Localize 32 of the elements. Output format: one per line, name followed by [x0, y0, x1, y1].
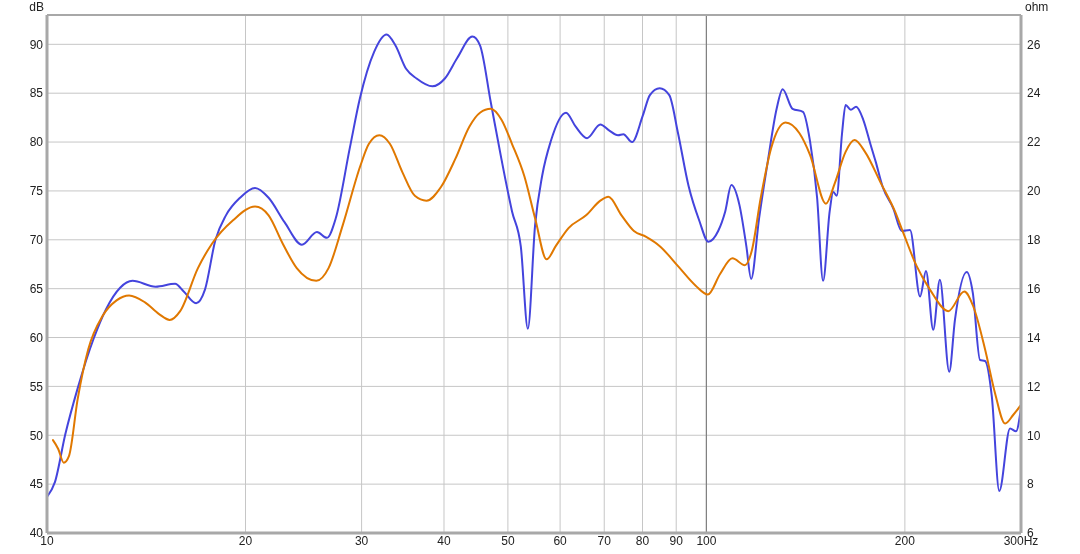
y-tick-label: 50 [29, 428, 44, 443]
y2-tick-label: 22 [1027, 135, 1041, 150]
y-tick-label: 90 [29, 37, 44, 52]
y2-tick-label: 8 [1027, 477, 1034, 492]
x-tick-label: 70 [597, 533, 612, 548]
y2-tick-label: 10 [1027, 428, 1041, 443]
y-tick-label: 45 [29, 477, 44, 492]
x-tick-label: 200 [894, 533, 916, 548]
y-tick-label: 70 [29, 233, 44, 248]
y-axis-title: dB [29, 0, 44, 14]
y-tick-label: 65 [29, 281, 44, 296]
y-tick-label: 80 [29, 135, 44, 150]
x-tick-label: 40 [437, 533, 451, 548]
x-tick-label: 30 [354, 533, 369, 548]
y2-tick-label: 20 [1027, 184, 1041, 199]
y-tick-label: 75 [29, 184, 44, 199]
x-tick-label: 50 [501, 533, 515, 548]
y2-tick-label: 24 [1027, 86, 1041, 101]
x-tick-label: 80 [635, 533, 650, 548]
y-tick-label: 55 [29, 379, 44, 394]
y2-axis-title: ohm [1025, 0, 1049, 14]
x-tick-label: 90 [669, 533, 684, 548]
y-tick-label: 85 [29, 86, 44, 101]
x-tick-label: 20 [238, 533, 253, 548]
y2-tick-label: 26 [1027, 37, 1041, 52]
y2-tick-label: 16 [1027, 281, 1041, 296]
x-tick-label: 60 [553, 533, 568, 548]
x-tick-label: 100 [696, 533, 717, 548]
y2-tick-label: 14 [1027, 330, 1041, 345]
y2-tick-label: 18 [1027, 233, 1041, 248]
y-tick-label: 60 [29, 330, 44, 345]
y2-tick-label: 12 [1027, 379, 1041, 394]
